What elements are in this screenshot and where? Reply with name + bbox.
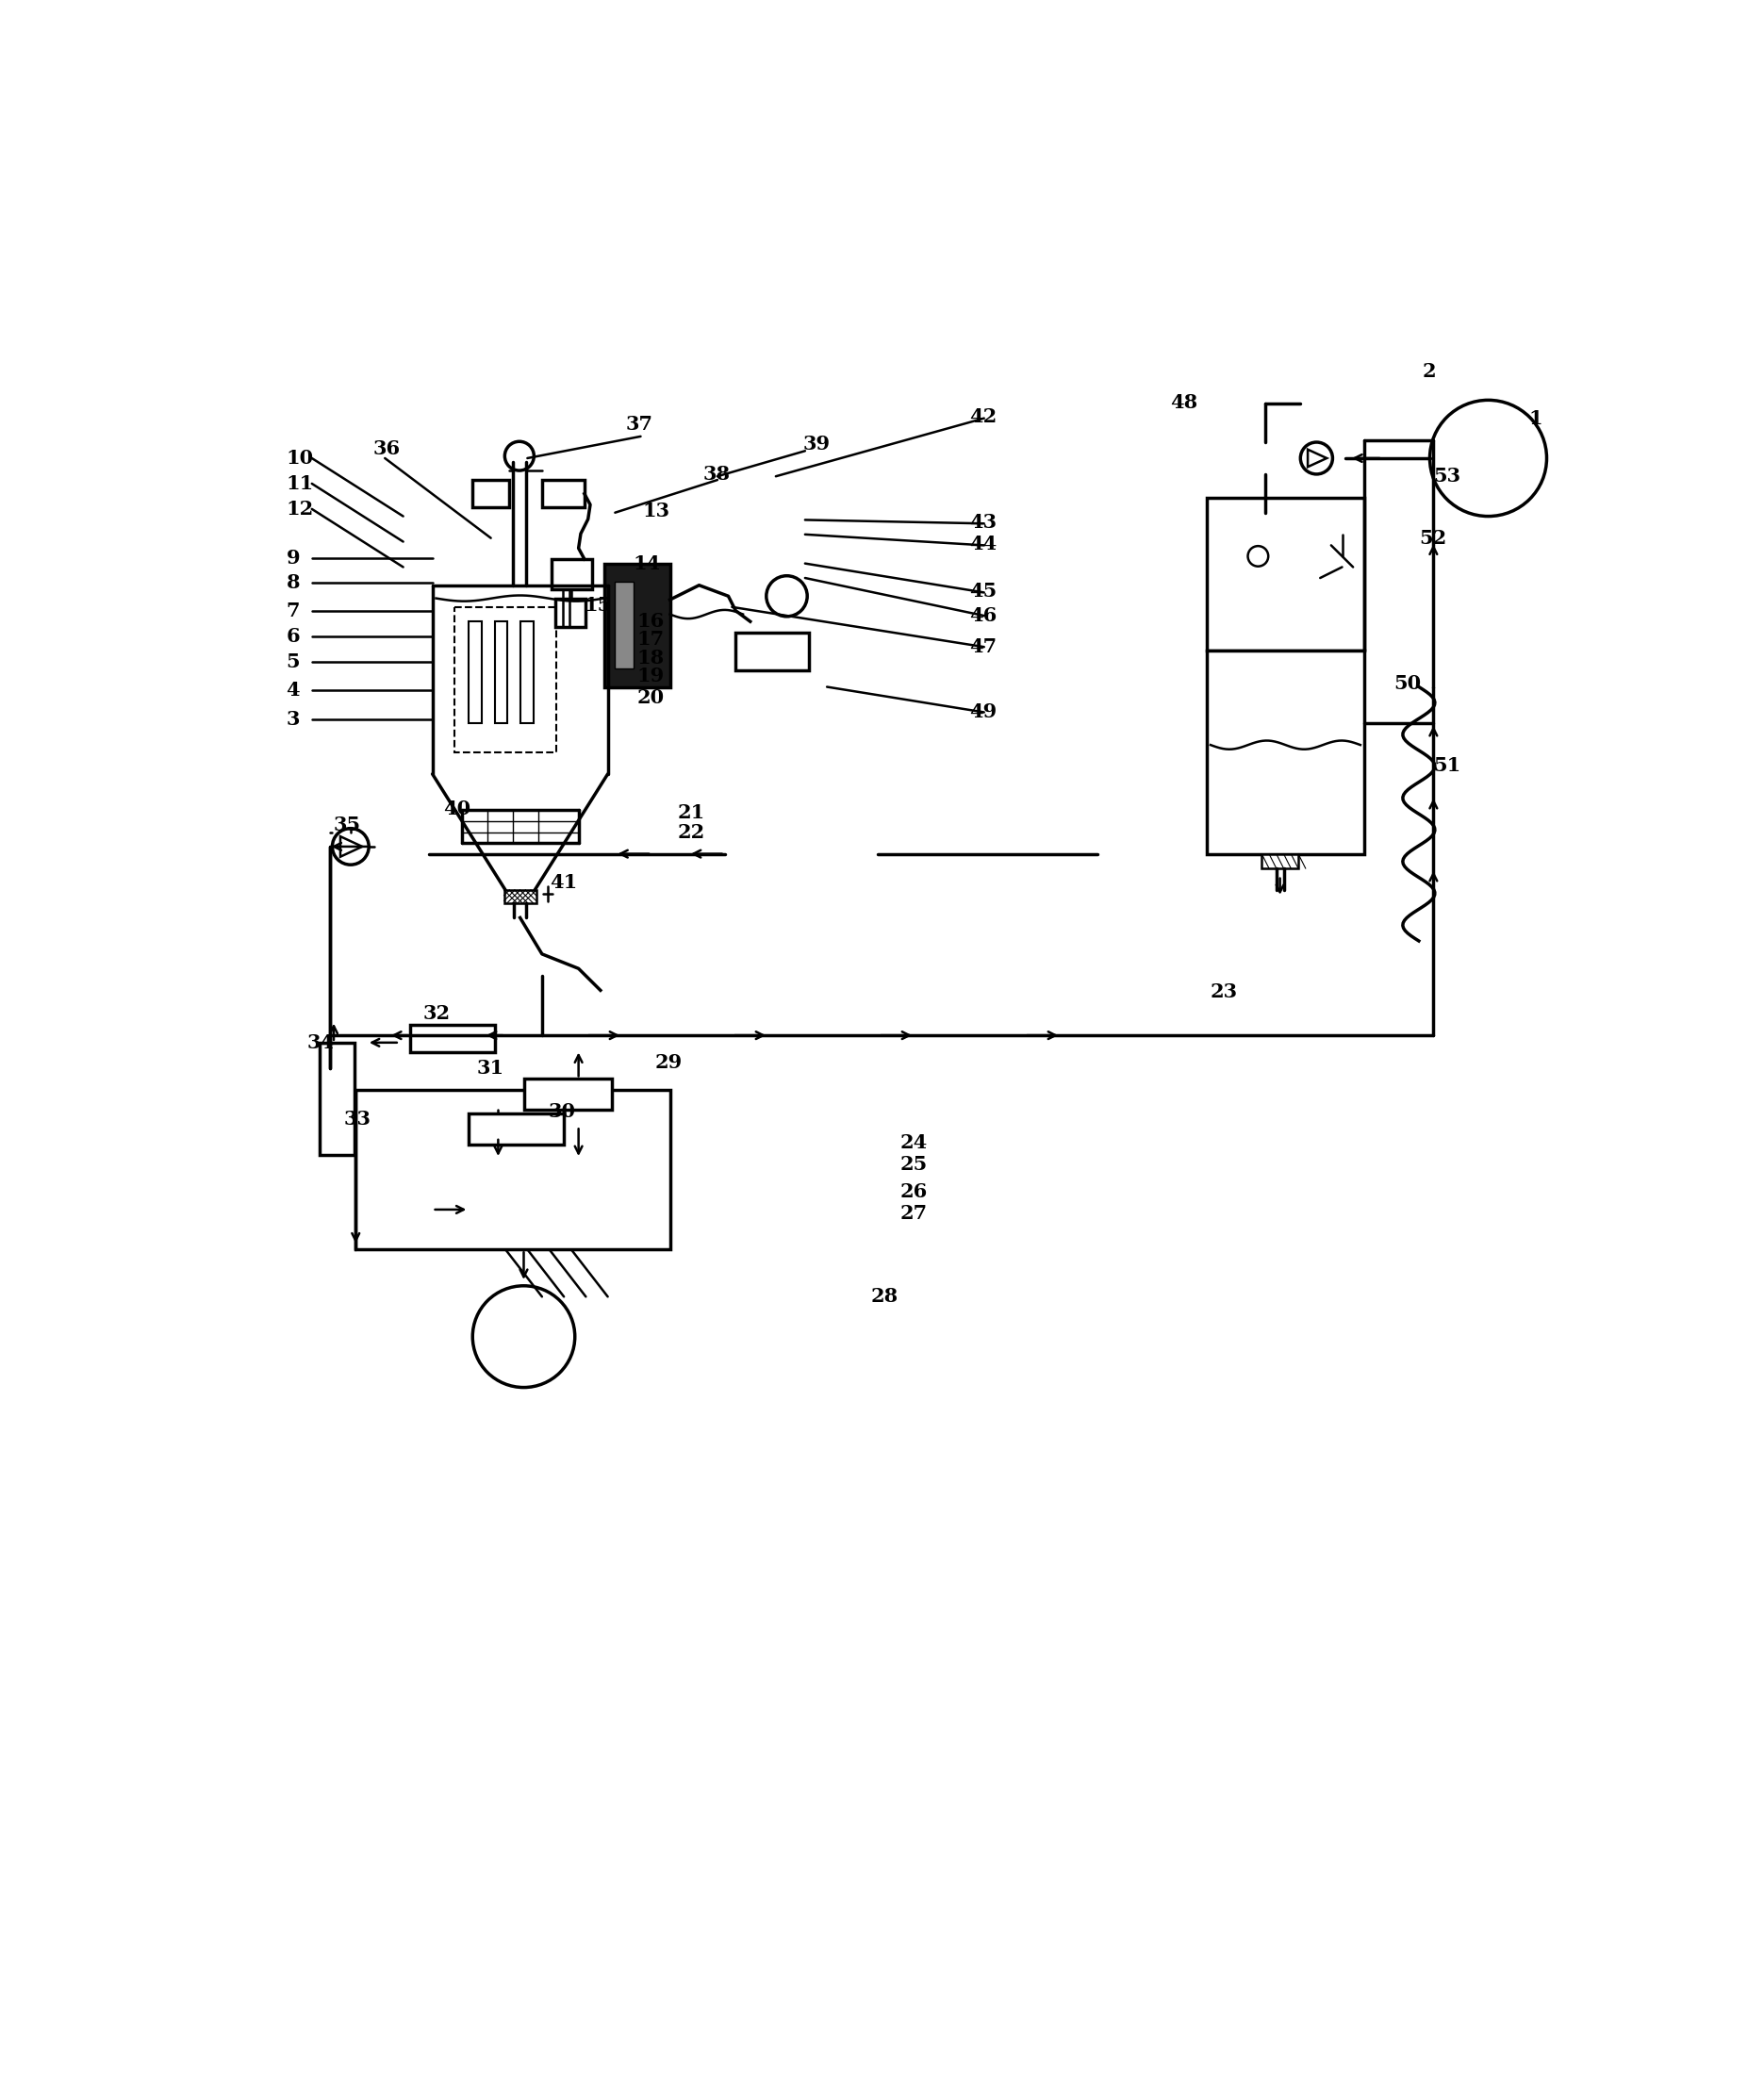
Text: 34: 34	[307, 1032, 333, 1051]
Bar	[494, 622, 508, 722]
Bar	[505, 890, 536, 903]
Text: 1: 1	[1528, 408, 1542, 427]
Text: 11: 11	[286, 473, 314, 492]
Text: 29: 29	[654, 1053, 683, 1072]
Text: 43: 43	[970, 513, 997, 532]
Bar	[1207, 498, 1364, 651]
Text: 42: 42	[970, 408, 997, 427]
Text: 53: 53	[1434, 467, 1461, 486]
Text: 3: 3	[286, 710, 300, 729]
Bar	[616, 582, 633, 668]
Text: 10: 10	[286, 448, 314, 467]
Bar	[1207, 651, 1364, 854]
Text: 49: 49	[970, 704, 997, 722]
Bar	[542, 480, 584, 507]
Bar	[469, 1114, 564, 1143]
Circle shape	[1300, 442, 1332, 473]
Text: 19: 19	[637, 666, 665, 685]
Bar	[736, 632, 808, 670]
Bar	[556, 599, 586, 626]
Bar	[1261, 854, 1298, 869]
Bar	[473, 480, 510, 507]
Text: 45: 45	[970, 582, 997, 601]
Text: 52: 52	[1418, 528, 1446, 547]
Text: 6: 6	[286, 626, 300, 645]
Text: 36: 36	[372, 440, 400, 459]
Bar	[520, 622, 533, 722]
Text: 38: 38	[702, 465, 730, 484]
Text: 4: 4	[286, 681, 300, 699]
Text: 7: 7	[286, 601, 300, 620]
Text: 35: 35	[333, 815, 362, 833]
Circle shape	[766, 576, 808, 616]
Text: 13: 13	[642, 503, 670, 521]
Text: 44: 44	[970, 534, 997, 553]
Text: 37: 37	[626, 415, 653, 433]
Text: 50: 50	[1394, 674, 1420, 693]
Bar	[524, 1078, 612, 1110]
Text: 18: 18	[637, 649, 665, 668]
Text: 5: 5	[286, 651, 300, 670]
Text: 22: 22	[677, 823, 706, 842]
Text: 26: 26	[900, 1181, 928, 1200]
Text: 20: 20	[637, 689, 665, 708]
Text: 40: 40	[443, 800, 471, 819]
Text: 24: 24	[900, 1133, 928, 1152]
Text: 30: 30	[549, 1101, 575, 1120]
Bar	[319, 1043, 355, 1156]
Circle shape	[505, 442, 534, 471]
Bar	[603, 563, 670, 687]
Text: 14: 14	[633, 555, 662, 574]
Text: 32: 32	[423, 1005, 450, 1024]
Text: 48: 48	[1170, 394, 1198, 413]
Text: 2: 2	[1422, 362, 1436, 381]
Text: 51: 51	[1434, 756, 1461, 775]
Text: 41: 41	[549, 873, 577, 892]
Circle shape	[1431, 400, 1547, 517]
Bar	[356, 1089, 670, 1250]
Circle shape	[332, 829, 369, 865]
Text: 16: 16	[637, 611, 665, 630]
Polygon shape	[340, 836, 362, 856]
Circle shape	[473, 1286, 575, 1388]
Text: 25: 25	[900, 1156, 928, 1175]
Bar	[411, 1024, 494, 1051]
Text: 33: 33	[344, 1110, 370, 1129]
Text: 27: 27	[900, 1204, 928, 1223]
Text: 28: 28	[871, 1288, 898, 1307]
Text: 9: 9	[286, 549, 300, 567]
Text: 39: 39	[803, 433, 831, 452]
Polygon shape	[1307, 450, 1327, 467]
Text: 8: 8	[286, 574, 300, 593]
Text: 12: 12	[286, 500, 314, 519]
Text: 46: 46	[970, 607, 997, 626]
Bar	[469, 622, 482, 722]
Bar	[455, 607, 557, 752]
Circle shape	[1247, 547, 1268, 565]
Bar	[552, 559, 591, 591]
Text: 21: 21	[677, 802, 706, 821]
Text: 31: 31	[476, 1060, 505, 1078]
Text: 47: 47	[970, 637, 997, 655]
Text: 17: 17	[637, 630, 665, 649]
Text: 23: 23	[1210, 982, 1238, 1001]
Text: 15: 15	[584, 597, 610, 616]
